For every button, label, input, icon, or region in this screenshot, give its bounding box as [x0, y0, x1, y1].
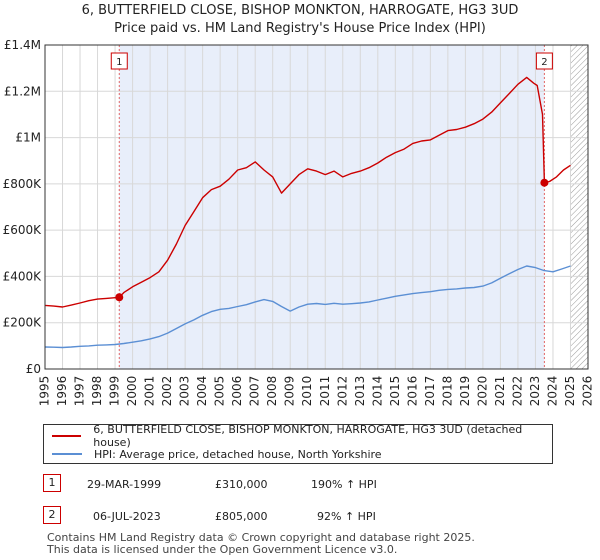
- x-tick-label: 1997: [73, 376, 87, 407]
- sale-label-number: 2: [541, 57, 547, 68]
- x-tick-label: 2021: [493, 376, 507, 407]
- transaction-badge: 1: [43, 474, 61, 492]
- x-tick-label: 2019: [458, 376, 472, 407]
- y-tick-label: £600K: [3, 223, 43, 237]
- x-tick-label: 2012: [335, 376, 349, 407]
- future-hatch-area: [570, 45, 588, 369]
- x-tick-label: 2020: [475, 376, 489, 407]
- x-tick-label: 2008: [265, 376, 279, 407]
- x-tick-label: 2016: [405, 376, 419, 407]
- footer-copyright: Contains HM Land Registry data © Crown c…: [47, 531, 475, 544]
- price-chart: 1 2 £0 £200K £400K £600K £800K £1M £1.2M £1.4M 19…: [3, 38, 595, 407]
- footer-licence: This data is licensed under the Open Gov…: [47, 543, 398, 556]
- x-tick-label: 1996: [55, 376, 69, 407]
- x-tick-label: 2022: [510, 376, 524, 407]
- sale-label-number: 1: [116, 57, 122, 68]
- y-tick-label: £400K: [3, 269, 43, 283]
- x-tick-label: 2014: [370, 376, 384, 407]
- x-tick-label: 2018: [440, 376, 454, 407]
- transaction-hpi: 92% ↑ HPI: [317, 510, 376, 523]
- sale-label-box: [535, 52, 553, 70]
- x-tick-label: 2002: [160, 376, 174, 407]
- legend-property-label: 6, BUTTERFIELD CLOSE, BISHOP MONKTON, HA…: [93, 423, 523, 449]
- x-tick-label: 2009: [283, 376, 297, 407]
- legend-item-hpi: HPI: Average price, detached house, Nort…: [52, 445, 382, 463]
- x-tick-label: 2007: [248, 376, 262, 407]
- property-line-swatch: [52, 435, 82, 437]
- hpi-line-swatch: [52, 453, 82, 455]
- plot-frame: [44, 44, 589, 370]
- y-tick-label: £0: [26, 362, 41, 376]
- property-price-line: [44, 76, 571, 308]
- x-tick-label: 2025: [563, 376, 577, 407]
- x-tick-label: 2006: [230, 376, 244, 407]
- hpi-line: [44, 265, 571, 349]
- sale-point-marker: [115, 293, 124, 302]
- sale-label-box: [110, 52, 128, 70]
- x-tick-label: 2015: [388, 376, 402, 407]
- x-tick-label: 2001: [143, 376, 157, 407]
- x-tick-label: 2017: [423, 376, 437, 407]
- transaction-date: 29-MAR-1999: [87, 478, 162, 491]
- y-tick-label: £1.2M: [4, 84, 41, 98]
- y-tick-label: £1M: [15, 131, 41, 145]
- x-tick-label: 2005: [213, 376, 227, 407]
- legend: 6, BUTTERFIELD CLOSE, BISHOP MONKTON, HA…: [43, 423, 553, 464]
- transaction-price: £805,000: [215, 510, 268, 523]
- x-tick-label: 1995: [38, 376, 52, 407]
- x-tick-label: 2000: [125, 376, 139, 407]
- chart-subtitle: Price paid vs. HM Land Registry's House …: [114, 21, 486, 36]
- transaction-badge: 2: [43, 506, 61, 524]
- x-tick-label: 2023: [528, 376, 542, 407]
- sale-point-marker: [540, 178, 549, 187]
- x-tick-label: 1999: [108, 376, 122, 407]
- x-tick-label: 2011: [318, 376, 332, 407]
- legend-item-property: 6, BUTTERFIELD CLOSE, BISHOP MONKTON, HA…: [52, 423, 552, 449]
- x-tick-label: 2026: [581, 376, 595, 407]
- chart-title: 6, BUTTERFIELD CLOSE, BISHOP MONKTON, HA…: [81, 3, 519, 18]
- x-tick-label: 2010: [300, 376, 314, 407]
- y-tick-label: £800K: [3, 177, 43, 191]
- x-tick-label: 1998: [90, 376, 104, 407]
- x-tick-label: 2004: [195, 376, 209, 407]
- x-tick-label: 2013: [353, 376, 367, 407]
- ownership-period-shade: [119, 45, 545, 369]
- transaction-hpi: 190% ↑ HPI: [311, 478, 377, 491]
- y-tick-label: £1.4M: [4, 38, 41, 52]
- transaction-date: 06-JUL-2023: [93, 510, 161, 523]
- transaction-price: £310,000: [215, 478, 268, 491]
- x-tick-label: 2003: [178, 376, 192, 407]
- y-tick-label: £200K: [3, 316, 43, 330]
- x-tick-label: 2024: [545, 376, 559, 407]
- legend-hpi-label: HPI: Average price, detached house, Nort…: [94, 447, 382, 461]
